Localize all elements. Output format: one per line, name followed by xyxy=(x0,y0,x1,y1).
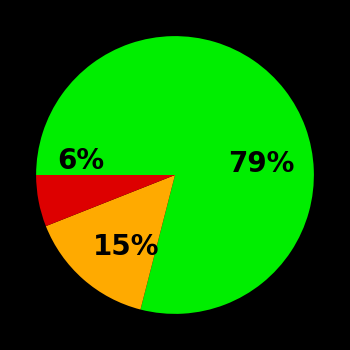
Wedge shape xyxy=(46,175,175,309)
Text: 15%: 15% xyxy=(93,233,160,261)
Wedge shape xyxy=(36,175,175,226)
Text: 6%: 6% xyxy=(57,147,104,175)
Wedge shape xyxy=(36,36,314,314)
Text: 79%: 79% xyxy=(228,150,294,178)
